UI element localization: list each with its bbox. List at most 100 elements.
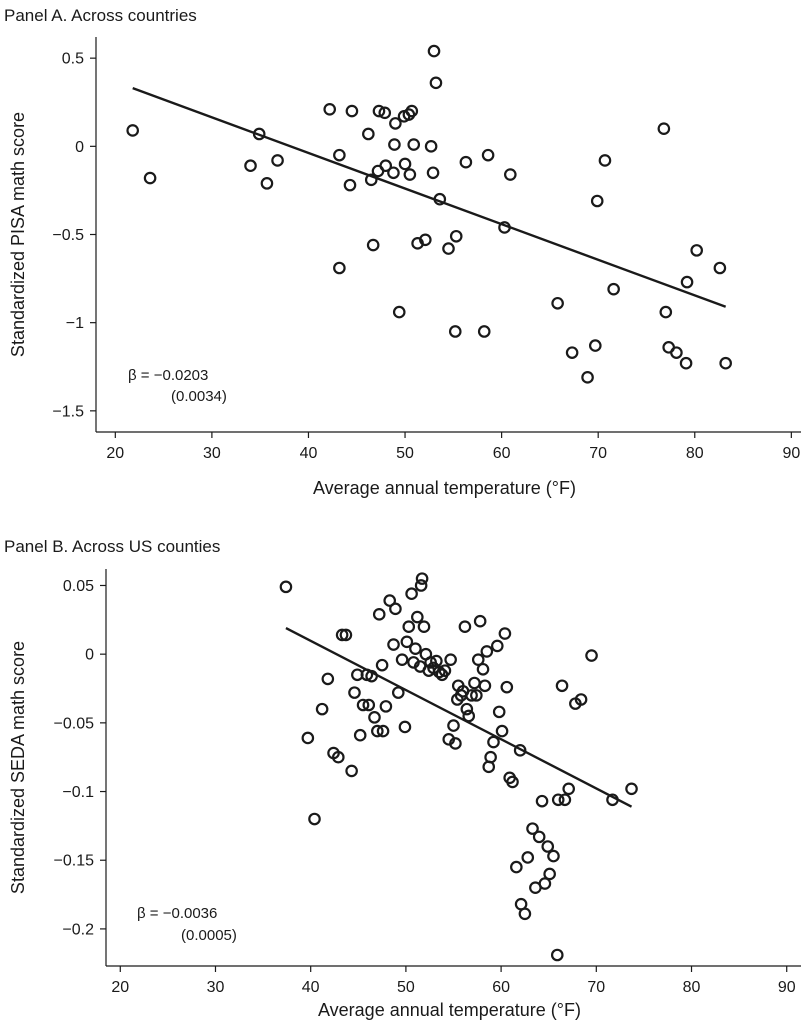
data-point <box>606 793 619 807</box>
data-point <box>405 587 418 601</box>
data-point <box>680 275 694 289</box>
y-axis-label: Standardized PISA math score <box>8 112 28 357</box>
y-tick-label: −0.1 <box>62 784 94 801</box>
data-point <box>670 346 683 359</box>
data-point <box>415 572 429 585</box>
data-point <box>565 346 579 359</box>
data-point <box>403 168 417 181</box>
data-point <box>458 620 472 633</box>
data-point <box>598 154 612 167</box>
data-point <box>487 735 500 749</box>
data-point <box>471 653 485 666</box>
data-point <box>362 698 376 712</box>
data-point <box>426 166 440 180</box>
data-point <box>419 233 432 247</box>
y-axis-label: Standardized SEDA math score <box>8 641 28 894</box>
data-point <box>376 724 390 738</box>
data-point <box>126 124 139 137</box>
data-point <box>388 138 401 151</box>
data-point <box>538 877 552 890</box>
data-point <box>356 698 370 712</box>
data-point <box>398 720 412 734</box>
y-tick-label: 0.05 <box>63 578 94 595</box>
data-point <box>424 140 438 153</box>
data-point <box>448 325 462 338</box>
x-tick-label: 40 <box>302 979 320 996</box>
data-point <box>364 173 378 187</box>
data-point <box>417 620 431 633</box>
x-tick-label: 20 <box>111 979 129 996</box>
data-point <box>477 325 491 338</box>
fit-line <box>285 627 633 808</box>
data-point <box>500 680 514 694</box>
data-point <box>442 242 455 255</box>
data-point <box>430 654 443 668</box>
data-point <box>252 127 266 141</box>
x-tick-label: 70 <box>589 445 607 462</box>
data-point <box>343 178 357 192</box>
data-point <box>558 793 572 807</box>
data-point <box>379 159 393 173</box>
x-axis-label: Average annual temperature (°F) <box>313 478 576 498</box>
data-point <box>429 76 443 90</box>
fit-line <box>132 87 727 308</box>
data-point <box>339 628 353 642</box>
data-point <box>389 117 402 130</box>
data-point <box>449 737 462 750</box>
data-point <box>588 339 602 352</box>
panel-title: Panel B. Across US counties <box>4 537 220 556</box>
data-point <box>392 305 406 319</box>
data-point <box>444 653 457 666</box>
data-point <box>713 261 727 275</box>
data-point <box>447 719 460 732</box>
panel-b: Panel B. Across US counties 20 30 40 50 60 70 8… <box>4 537 801 1020</box>
data-point <box>271 154 284 167</box>
y-tick-label: −0.15 <box>54 853 95 870</box>
x-tick-label: 90 <box>778 979 796 996</box>
data-point <box>427 44 441 58</box>
data-point <box>301 731 315 745</box>
data-point <box>510 860 523 874</box>
x-tick-label: 50 <box>396 445 414 462</box>
data-point <box>465 689 478 702</box>
x-tick-label: 90 <box>782 445 800 462</box>
y-tick-label: 0 <box>85 647 94 664</box>
data-point <box>378 106 392 120</box>
data-point <box>333 148 346 162</box>
data-point <box>398 157 412 171</box>
data-point <box>590 194 604 208</box>
data-point <box>574 693 588 706</box>
data-point <box>345 764 358 778</box>
data-point <box>411 610 424 624</box>
data-point <box>405 104 419 118</box>
data-point <box>468 676 481 690</box>
data-point <box>657 122 671 135</box>
data-point <box>498 627 512 640</box>
data-point <box>409 642 422 655</box>
data-point <box>407 138 421 151</box>
data-point <box>470 689 483 702</box>
x-tick-label: 50 <box>397 979 415 996</box>
data-point <box>551 793 565 807</box>
beta-coefficient: β = −0.0036 <box>137 905 217 922</box>
data-point <box>414 579 428 592</box>
data-point <box>532 830 546 844</box>
data-point <box>375 658 389 672</box>
data-point <box>562 782 575 796</box>
data-point <box>506 775 519 789</box>
data-point <box>433 192 447 206</box>
data-point <box>462 709 476 723</box>
data-point <box>607 282 620 296</box>
x-tick-label: 80 <box>683 979 701 996</box>
data-point <box>402 620 416 633</box>
y-tick-label: 0 <box>75 139 84 156</box>
data-point <box>279 580 293 594</box>
data-point <box>332 750 345 764</box>
standard-error: (0.0005) <box>181 927 237 944</box>
beta-coefficient: β = −0.0203 <box>128 367 208 384</box>
data-point <box>679 356 693 370</box>
data-point <box>555 679 569 693</box>
data-point <box>659 305 673 319</box>
data-point <box>348 686 361 699</box>
